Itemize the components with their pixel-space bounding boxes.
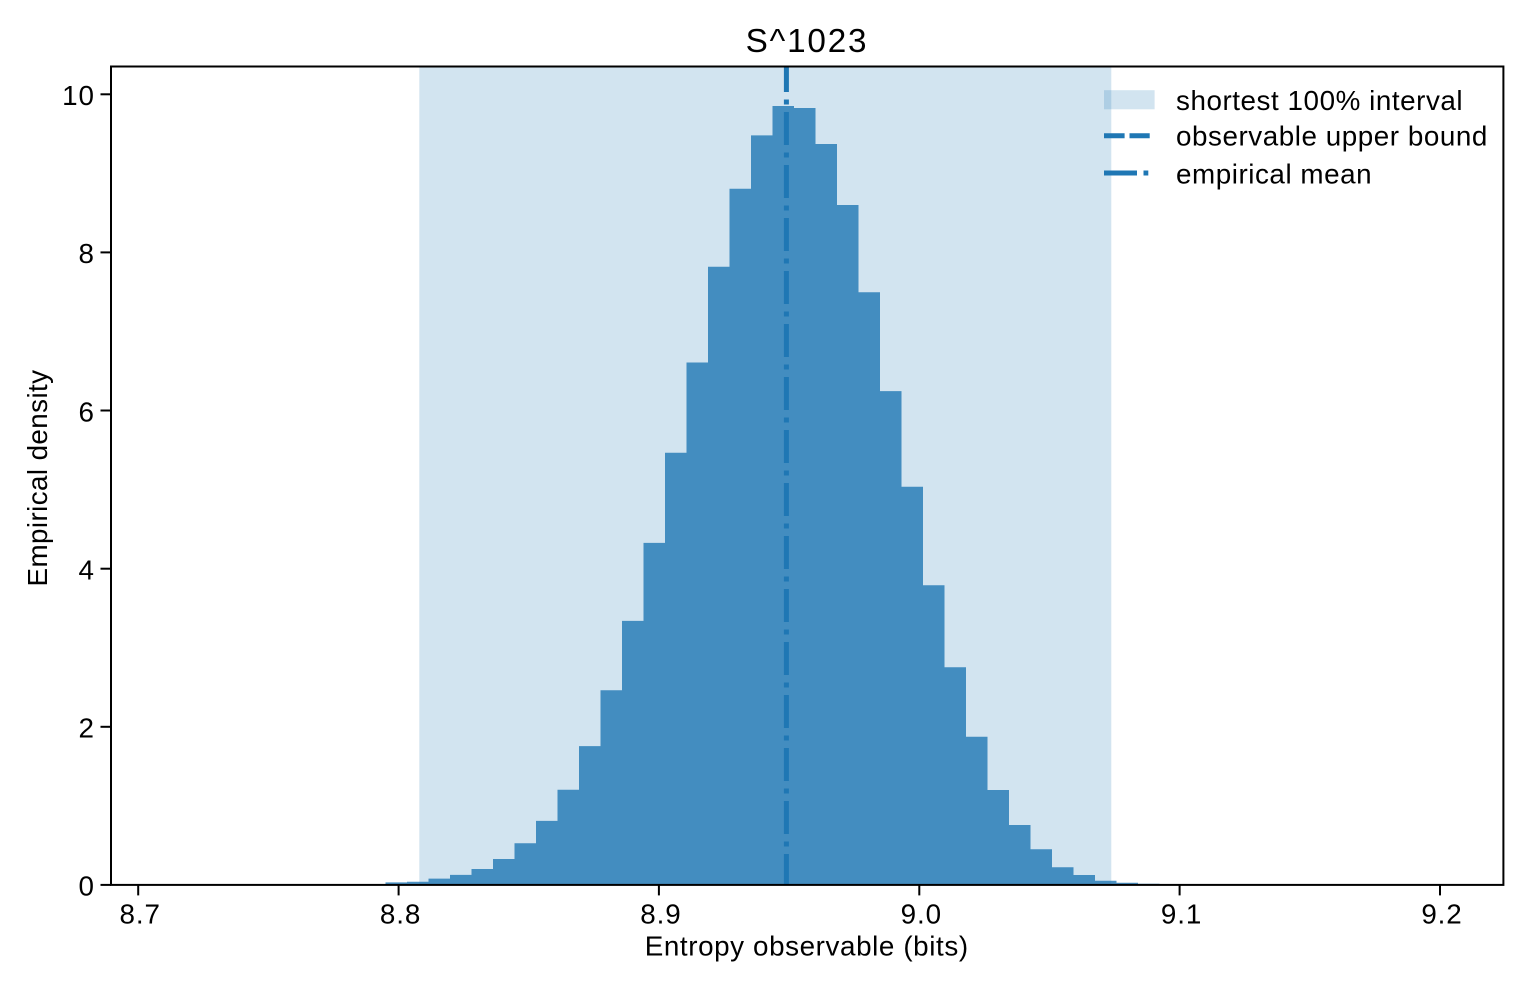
svg-text:8.7: 8.7 xyxy=(120,899,161,930)
svg-text:9.0: 9.0 xyxy=(901,899,942,930)
svg-text:shortest 100% interval: shortest 100% interval xyxy=(1176,85,1463,116)
svg-text:8.8: 8.8 xyxy=(380,899,421,930)
svg-text:6: 6 xyxy=(79,396,95,427)
svg-text:10: 10 xyxy=(62,80,95,111)
svg-text:2: 2 xyxy=(79,713,95,744)
svg-text:0: 0 xyxy=(79,871,95,902)
svg-text:9.1: 9.1 xyxy=(1161,899,1202,930)
svg-text:S^1023: S^1023 xyxy=(746,23,869,60)
svg-text:8.9: 8.9 xyxy=(640,899,681,930)
svg-text:Entropy observable (bits): Entropy observable (bits) xyxy=(645,930,969,961)
svg-text:Empirical density: Empirical density xyxy=(22,370,53,587)
svg-text:4: 4 xyxy=(79,555,95,586)
svg-text:9.2: 9.2 xyxy=(1421,899,1462,930)
svg-text:empirical mean: empirical mean xyxy=(1176,159,1372,190)
svg-text:8: 8 xyxy=(79,238,95,269)
svg-text:observable upper bound: observable upper bound xyxy=(1176,121,1488,152)
